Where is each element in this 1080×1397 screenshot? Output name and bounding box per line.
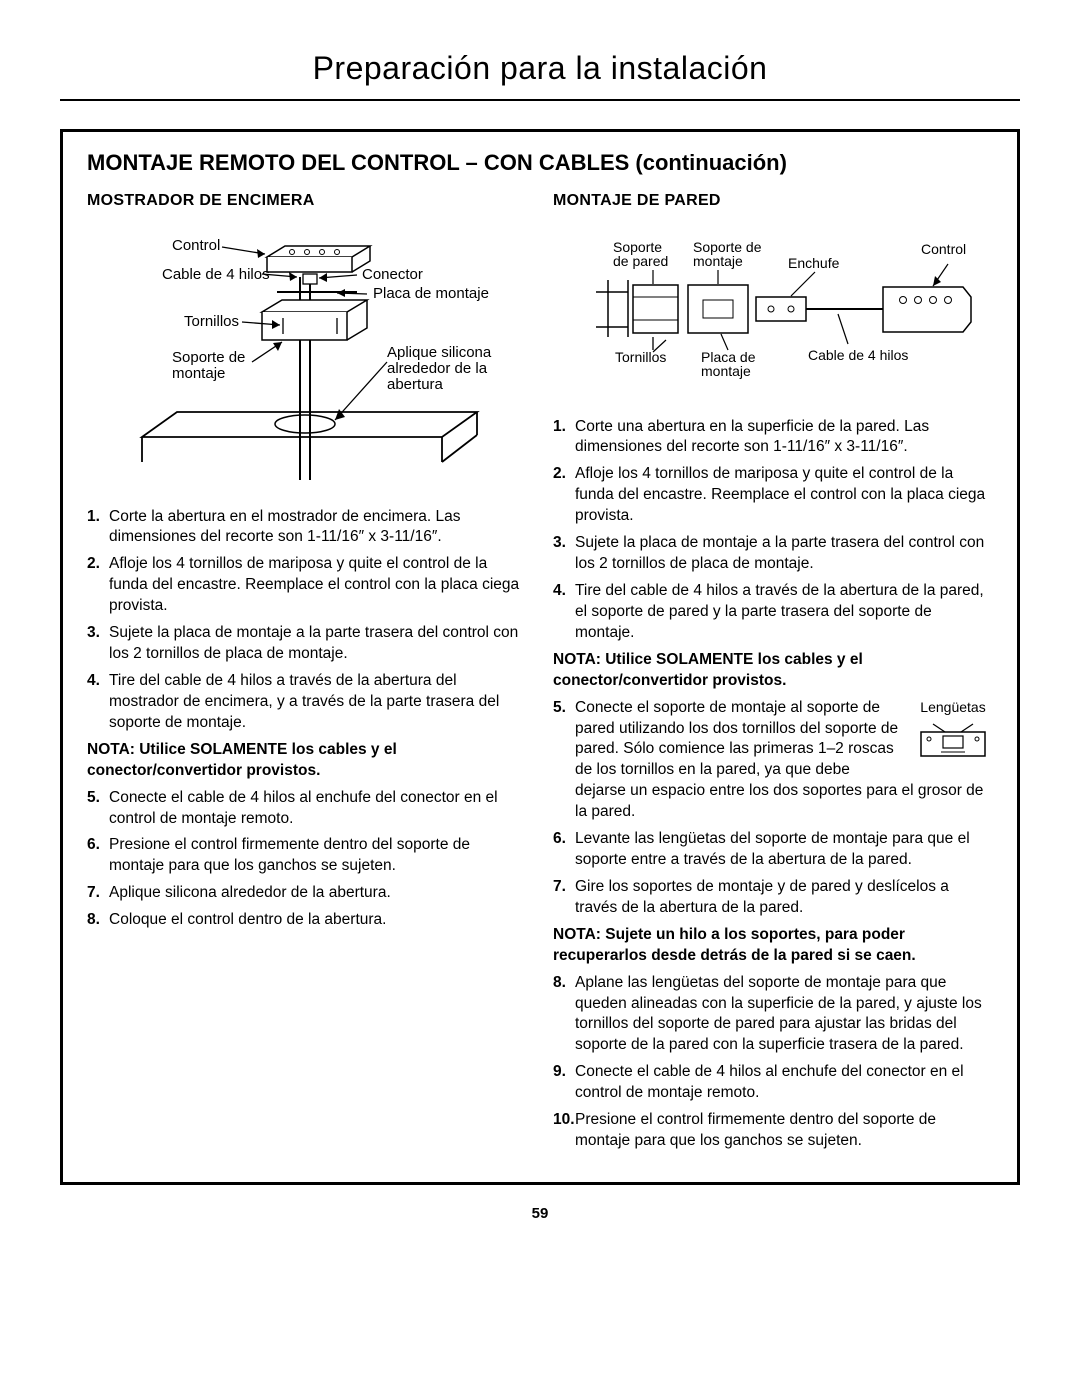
step-text: Aplique silicona alrededor de la abertur… (109, 883, 527, 904)
wall-steps-1: 1.Corte una abertura en la superficie de… (553, 417, 993, 644)
svg-text:Cable de 4 hilos: Cable de 4 hilos (808, 347, 908, 363)
step-text: Afloje los 4 tornillos de mariposa y qui… (109, 554, 527, 617)
step-text: Afloje los 4 tornillos de mariposa y qui… (575, 464, 993, 527)
lenguetas-label: Lengüetas (920, 699, 985, 715)
countertop-diagram: Control Cable de 4 hilos Conector Placa … (87, 222, 527, 482)
lbl-control: Control (172, 237, 220, 254)
page-title: Preparación para la instalación (60, 50, 1020, 101)
step-text: Conecte el cable de 4 hilos al enchufe d… (109, 788, 527, 830)
lbl-cable: Cable de 4 hilos (162, 266, 270, 283)
step-text: Lengüetas Conecte el soporte de montaje … (575, 698, 993, 824)
wall-diagram: Soportede pared Soporte demontaje Enchuf… (553, 222, 993, 392)
step-text: Tire del cable de 4 hilos a través de la… (109, 671, 527, 734)
step-text: Sujete la placa de montaje a la parte tr… (575, 533, 993, 575)
step-text: Gire los soportes de montaje y de pared … (575, 877, 993, 919)
lbl-silicona: Aplique siliconaalrededor de laabertura (387, 344, 492, 393)
wall-note-1: NOTA: Utilice SOLAMENTE los cables y el … (553, 650, 993, 692)
svg-text:Soportede pared: Soportede pared (613, 239, 668, 269)
left-column: MOSTRADOR DE ENCIMERA (87, 190, 527, 1158)
countertop-steps-2: 5.Conecte el cable de 4 hilos al enchufe… (87, 788, 527, 932)
right-column: MONTAJE DE PARED (553, 190, 993, 1158)
two-column-layout: MOSTRADOR DE ENCIMERA (87, 190, 993, 1158)
lbl-placa: Placa de montaje (373, 285, 489, 302)
lbl-tornillos: Tornillos (184, 313, 239, 330)
svg-text:Tornillos: Tornillos (615, 349, 666, 365)
svg-text:Enchufe: Enchufe (788, 255, 840, 271)
svg-text:Soporte demontaje: Soporte demontaje (693, 239, 762, 269)
step-text: Corte una abertura en la superficie de l… (575, 417, 993, 459)
wall-steps-2: 5. Lengüetas Conecte el s (553, 698, 993, 919)
step-text: Presione el control firmemente dentro de… (575, 1110, 993, 1152)
page-number: 59 (60, 1205, 1020, 1222)
step-text: Tire del cable de 4 hilos a través de la… (575, 581, 993, 644)
svg-text:Placa demontaje: Placa demontaje (701, 349, 756, 379)
step-text: Levante las lengüetas del soporte de mon… (575, 829, 993, 871)
section-header: MONTAJE REMOTO DEL CONTROL – CON CABLES … (87, 150, 993, 176)
content-box: MONTAJE REMOTO DEL CONTROL – CON CABLES … (60, 129, 1020, 1185)
step-text: Conecte el cable de 4 hilos al enchufe d… (575, 1062, 993, 1104)
step-text: Presione el control firmemente dentro de… (109, 835, 527, 877)
lbl-soporte: Soporte demontaje (172, 349, 245, 382)
wall-subheader: MONTAJE DE PARED (553, 190, 993, 212)
wall-note-2: NOTA: Sujete un hilo a los soportes, par… (553, 925, 993, 967)
tab-figure: Lengüetas (913, 698, 993, 767)
countertop-note: NOTA: Utilice SOLAMENTE los cables y el … (87, 740, 527, 782)
step-text: Aplane las lengüetas del soporte de mont… (575, 973, 993, 1057)
step-text: Coloque el control dentro de la abertura… (109, 910, 527, 931)
countertop-subheader: MOSTRADOR DE ENCIMERA (87, 190, 527, 212)
step-text: Sujete la placa de montaje a la parte tr… (109, 623, 527, 665)
countertop-steps-1: 1.Corte la abertura en el mostrador de e… (87, 507, 527, 734)
step-text: Corte la abertura en el mostrador de enc… (109, 507, 527, 549)
lbl-conector: Conector (362, 266, 423, 283)
wall-steps-3: 8.Aplane las lengüetas del soporte de mo… (553, 973, 993, 1152)
svg-text:Control: Control (921, 241, 966, 257)
